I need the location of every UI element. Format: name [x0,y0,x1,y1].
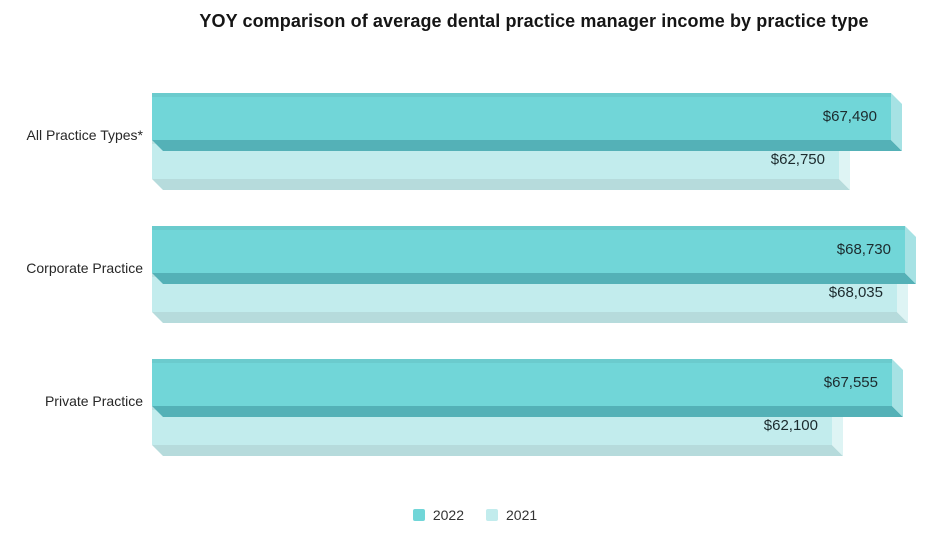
legend-swatch-2022 [412,509,425,521]
bar-group: $67,490 $62,750 [152,93,950,190]
bar-right-face [891,93,902,151]
value-label: $62,100 [763,417,818,434]
bar-front-face: $67,555 [152,359,892,406]
value-label: $62,750 [770,151,825,168]
bar-right-face [892,359,903,417]
chart-row: Corporate Practice $68,730 $68,035 [0,226,950,323]
category-label: Corporate Practice [26,260,143,276]
plot-area: All Practice Types* $67,490 $62,750 Corpora… [0,93,950,492]
value-label: $67,490 [822,108,877,125]
bar-bottom-face [152,179,850,190]
bar-group: $67,555 $62,100 [152,359,950,456]
value-label: $67,555 [823,374,878,391]
legend: 2022 2021 [0,507,950,523]
bar-2022-0: $67,490 [152,93,902,151]
legend-swatch-2021 [486,509,498,521]
category-label: Private Practice [44,393,143,409]
bar-front-face: $68,730 [152,226,905,273]
bar-group: $68,730 $68,035 [152,226,950,323]
bar-bottom-face [152,140,902,151]
chart-row: Private Practice $67,555 $62,100 [0,359,950,456]
legend-label-2021: 2021 [506,507,538,523]
chart-row: All Practice Types* $67,490 $62,750 [0,93,950,190]
legend-label-2022: 2022 [432,507,464,523]
value-label: $68,730 [836,241,891,258]
legend-item-2022: 2022 [412,507,464,523]
bar-bottom-face [152,445,843,456]
legend-item-2021: 2021 [486,507,537,523]
bar-bottom-face [152,273,916,284]
category-label: All Practice Types* [26,127,143,143]
bar-bottom-face [152,406,903,417]
bar-2022-1: $68,730 [152,226,916,284]
bar-2022-2: $67,555 [152,359,903,417]
bar-bottom-face [152,312,908,323]
chart-title: YOY comparison of average dental practic… [199,11,869,31]
value-label: $68,035 [828,284,883,301]
bar-front-face: $67,490 [152,93,891,140]
bar-right-face [905,226,916,284]
